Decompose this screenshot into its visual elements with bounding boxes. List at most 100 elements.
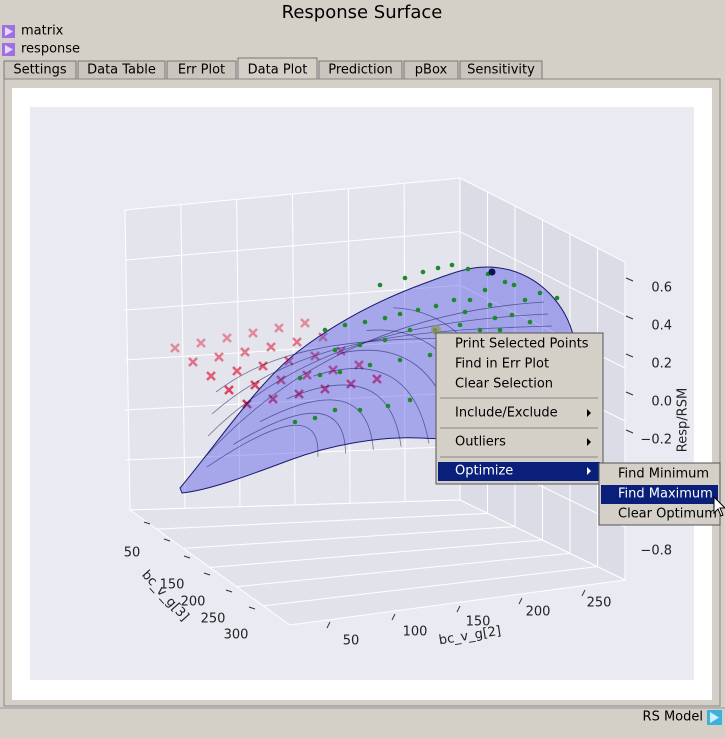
z-axis-label: Resp/RSM	[676, 388, 691, 452]
excluded-point	[302, 370, 312, 380]
data-point	[482, 287, 488, 293]
y-tick-label: 300	[224, 628, 249, 643]
x-tick-label: 150	[466, 615, 491, 630]
y-tick-mark	[183, 555, 191, 559]
tab-label[interactable]: Err Plot	[178, 63, 225, 78]
pane-grid	[209, 539, 543, 568]
x-tick-label: 250	[587, 596, 612, 611]
surface-mesh	[286, 384, 402, 447]
z-tick-mark	[625, 429, 634, 434]
data-point	[457, 322, 463, 328]
menu-item[interactable]: Include/Exclude	[455, 406, 558, 421]
excluded-point	[300, 318, 310, 328]
excluded-point	[188, 357, 198, 367]
tab-label[interactable]: pBox	[415, 63, 448, 78]
data-point	[342, 322, 348, 328]
tab-label[interactable]: Settings	[13, 63, 67, 78]
data-point	[435, 265, 441, 271]
excluded-point	[318, 332, 328, 342]
tab-label[interactable]: Prediction	[328, 63, 393, 78]
submenu-highlight	[601, 485, 718, 504]
excluded-point	[274, 323, 284, 333]
submenu-arrow	[587, 467, 591, 475]
excluded-point	[224, 385, 234, 395]
tab-label[interactable]: Data Plot	[248, 63, 308, 78]
z-tick-label: −0.8	[640, 544, 672, 559]
data-point	[362, 319, 368, 325]
excluded-point	[206, 371, 216, 381]
x-tick-mark	[326, 621, 331, 629]
data-point	[317, 372, 323, 378]
data-point	[465, 266, 471, 272]
surface-mesh	[259, 399, 374, 451]
data-point	[397, 311, 403, 317]
data-point	[407, 327, 413, 333]
menu-item[interactable]: Optimize	[455, 464, 513, 479]
data-point	[420, 269, 426, 275]
status-label: RS Model	[643, 710, 703, 725]
tab-label[interactable]: Sensitivity	[467, 63, 535, 78]
input-icon-arrow	[5, 27, 13, 36]
data-point	[433, 303, 439, 309]
data-point	[292, 419, 298, 425]
menu-item[interactable]: Clear Selection	[455, 377, 553, 392]
excluded-point	[250, 380, 260, 390]
submenu-item[interactable]: Clear Optimum	[618, 507, 717, 522]
data-point	[537, 290, 543, 296]
submenu-item[interactable]: Find Maximum	[618, 487, 713, 502]
excluded-point	[354, 360, 364, 370]
surface-mesh	[233, 412, 346, 454]
excluded-point	[346, 379, 356, 389]
menu-item[interactable]: Outliers	[455, 435, 506, 450]
z-tick-mark	[625, 315, 634, 320]
data-point	[312, 415, 318, 421]
excluded-point	[196, 338, 206, 348]
y-tick-label: 250	[201, 612, 226, 627]
menu-item[interactable]: Find in Err Plot	[455, 357, 549, 372]
y-tick-mark	[248, 606, 256, 610]
data-point	[554, 295, 560, 301]
excluded-point	[170, 343, 180, 353]
pane-grid	[156, 512, 488, 530]
y-tick-mark	[203, 572, 211, 576]
data-point	[382, 337, 388, 343]
menu-box	[435, 332, 604, 485]
data-point	[451, 297, 457, 303]
menu-highlight	[438, 462, 600, 481]
submenu-item[interactable]: Find Minimum	[618, 467, 709, 482]
input-name[interactable]: matrix	[21, 24, 64, 39]
z-tick-mark	[625, 391, 634, 396]
menu-item[interactable]: Print Selected Points	[455, 337, 589, 352]
data-point	[509, 312, 515, 318]
data-point	[462, 309, 468, 315]
data-point	[492, 315, 498, 321]
x-tick-mark	[391, 613, 396, 621]
input-name[interactable]: response	[21, 42, 80, 57]
data-point	[449, 262, 455, 268]
tab-bar: Settings Data Table Err Plot Data Plot Predi…	[3, 57, 543, 81]
data-point	[357, 407, 363, 413]
data-point	[407, 397, 413, 403]
data-point	[402, 275, 408, 281]
excluded-point	[292, 337, 302, 347]
x-tick-mark	[581, 589, 586, 597]
data-point	[497, 327, 503, 333]
data-point	[322, 327, 328, 333]
data-point	[332, 407, 338, 413]
y-tick-label: 200	[181, 595, 206, 610]
y-tick-label: 50	[124, 546, 141, 561]
excluded-point	[284, 356, 294, 366]
pane-grid	[124, 392, 461, 411]
tab-label[interactable]: Data Table	[87, 63, 156, 78]
y-tick-label: 150	[160, 578, 185, 593]
submenu-arrow	[587, 409, 591, 417]
excluded-point	[372, 374, 382, 384]
mouse-cursor	[713, 495, 725, 517]
y-tick-mark	[143, 521, 151, 525]
excluded-point	[240, 347, 250, 357]
data-point	[527, 319, 533, 325]
excluded-point	[232, 366, 242, 376]
data-point	[397, 357, 403, 363]
data-point	[502, 279, 508, 285]
